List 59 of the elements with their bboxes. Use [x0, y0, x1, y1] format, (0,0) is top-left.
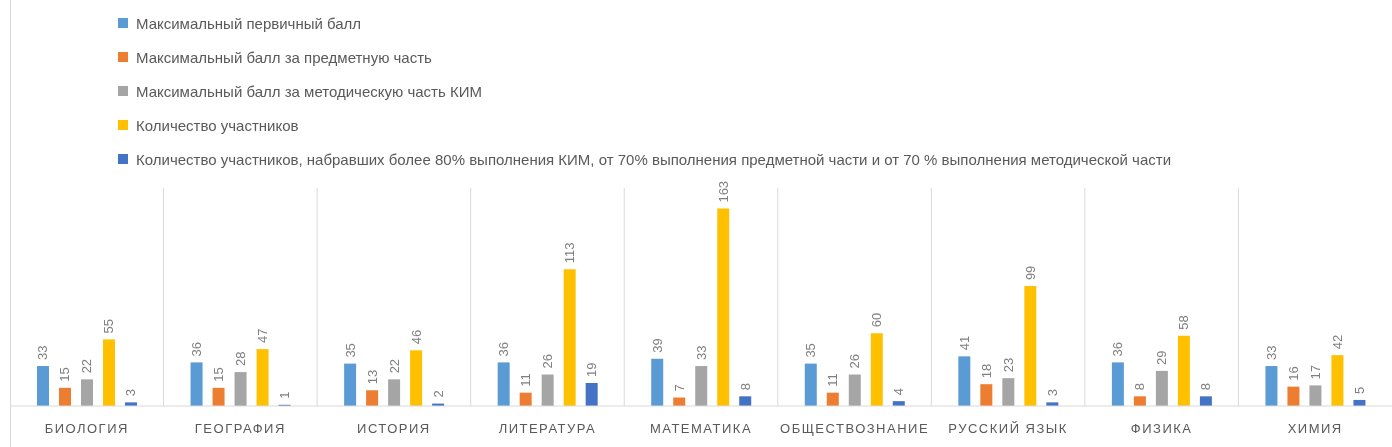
x-tick-label: ИСТОРИЯ [357, 420, 431, 436]
data-label: 26 [540, 354, 556, 369]
data-label: 22 [79, 358, 95, 374]
x-tick-label: МАТЕМАТИКА [649, 420, 753, 436]
data-label: 22 [386, 358, 402, 374]
x-tick-label: ГЕОГРАФИЯ [194, 420, 286, 436]
legend-label: Количество участников, набравших более 80% выполнения КИМ, от 70% выполнения предметной части и от 70 % выполнения методической части [136, 150, 1172, 168]
data-label: 19 [584, 362, 600, 377]
data-label: 17 [1307, 364, 1323, 380]
data-label: 28 [233, 351, 249, 367]
x-tick-label: ЛИТЕРАТУРА [498, 420, 597, 436]
data-label: 8 [737, 383, 753, 391]
data-label: 36 [496, 341, 512, 357]
data-label: 11 [518, 373, 534, 387]
x-tick-label: ФИЗИКА [1130, 420, 1193, 436]
data-label: 33 [35, 345, 51, 361]
data-label: 3 [123, 389, 139, 397]
data-label: 3 [1044, 389, 1060, 397]
legend-label: Количество участников [136, 116, 299, 134]
data-label: 58 [1176, 315, 1192, 330]
data-label: 35 [803, 343, 819, 358]
data-label: 8 [1198, 383, 1214, 391]
x-tick-label: БИОЛОГИЯ [44, 420, 129, 436]
data-label: 1 [277, 391, 293, 399]
data-label: 42 [1329, 334, 1345, 350]
data-label: 33 [1263, 345, 1279, 361]
data-label: 36 [1110, 341, 1126, 357]
data-label: 33 [693, 345, 709, 361]
data-label: 47 [255, 328, 271, 344]
x-tick-label: ХИМИЯ [1287, 420, 1343, 436]
data-label: 36 [189, 341, 205, 357]
data-label: 11 [825, 373, 841, 387]
legend-label: Максимальный первичный балл [136, 14, 362, 32]
data-label: 4 [891, 387, 907, 396]
x-tick-label: ОБЩЕСТВОЗНАНИЕ [780, 420, 930, 436]
data-label: 41 [956, 335, 972, 351]
data-label: 7 [671, 384, 687, 392]
data-label: 13 [364, 369, 380, 385]
x-tick-label: РУССКИЙ ЯЗЫК [948, 420, 1068, 436]
legend-label: Максимальный балл за методическую часть КИМ [136, 82, 482, 100]
data-label: 39 [649, 338, 665, 353]
data-label: 29 [1154, 350, 1170, 365]
data-label: 18 [978, 363, 994, 379]
data-label: 60 [869, 312, 885, 328]
legend-label: Максимальный балл за предметную часть [136, 48, 432, 66]
data-label: 2 [430, 390, 446, 398]
data-label: 163 [715, 180, 731, 203]
data-label: 35 [342, 343, 358, 358]
data-label: 15 [211, 367, 227, 382]
data-label: 26 [847, 354, 863, 369]
data-label: 55 [101, 318, 117, 334]
data-label: 8 [1132, 383, 1148, 391]
data-label: 46 [408, 329, 424, 345]
data-label: 5 [1351, 386, 1367, 394]
data-label: 99 [1022, 265, 1038, 281]
data-label: 16 [1285, 366, 1301, 381]
data-label: 15 [57, 367, 73, 382]
data-label: 113 [562, 242, 578, 264]
data-label: 23 [1000, 357, 1016, 373]
